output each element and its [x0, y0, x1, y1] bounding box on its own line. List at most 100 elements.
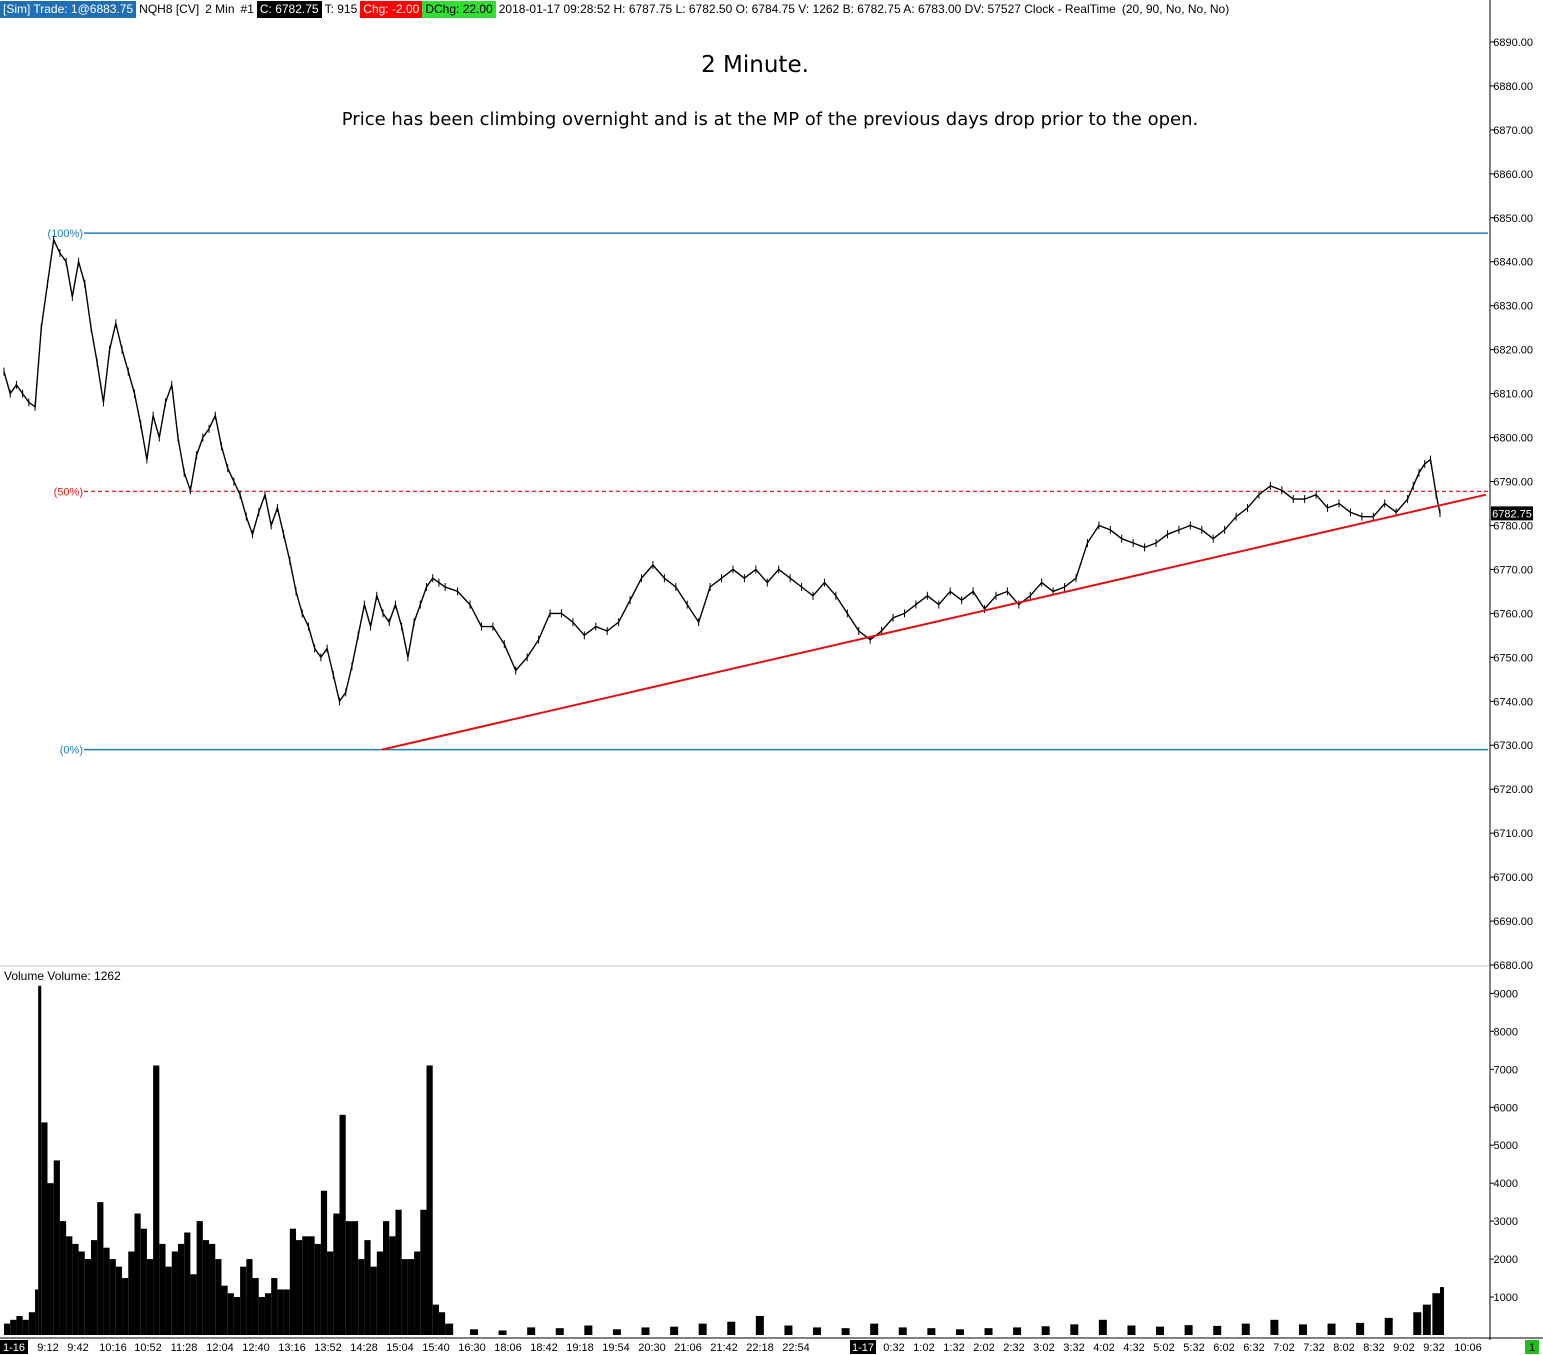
symbol-label[interactable]: NQH8 [CV] — [139, 1, 200, 16]
volume-bar — [190, 1274, 197, 1335]
volume-panel-title: Volume Volume: 1262 — [4, 969, 121, 983]
status-indicator-label: 1 — [1529, 1342, 1535, 1354]
tick-count: T: 915 — [324, 1, 358, 16]
volume-bar — [283, 1289, 290, 1335]
time-tick-label: 14:28 — [350, 1342, 378, 1354]
time-tick-label: 9:42 — [67, 1342, 88, 1354]
volume-bar — [227, 1293, 234, 1335]
volume-bar — [1422, 1304, 1431, 1335]
volume-bar — [103, 1247, 110, 1335]
volume-bar — [171, 1251, 178, 1335]
fib-label: (0%) — [60, 745, 83, 757]
interval-label[interactable]: 2 Min — [205, 1, 235, 16]
time-tick-label: 22:54 — [782, 1342, 810, 1354]
price-tick-label: 6830.00 — [1493, 301, 1533, 313]
time-tick-label: 6:32 — [1243, 1342, 1264, 1354]
volume-tick-label: 1000 — [1494, 1292, 1518, 1304]
price-tick-label: 6770.00 — [1493, 564, 1533, 576]
time-axis: 1-16 1-17 9:12 9:42 10:16 10:52 11:28 12:04 12:4… — [0, 1340, 1539, 1354]
price-tick-label: 6700.00 — [1493, 872, 1533, 884]
volume-bar — [527, 1327, 536, 1335]
volume-bar — [66, 1236, 73, 1335]
volume-bar — [898, 1327, 907, 1335]
volume-bar — [264, 1293, 272, 1335]
time-tick-label: 18:42 — [530, 1342, 558, 1354]
chart-header: [Sim] Trade: 1@6883.75 NQH8 [CV] 2 Min #… — [0, 0, 1490, 18]
price-tick-label: 6710.00 — [1493, 828, 1533, 840]
volume-bar — [1384, 1317, 1393, 1335]
volume-bar — [395, 1209, 402, 1335]
time-tick-label: 3:32 — [1063, 1342, 1084, 1354]
time-tick-label: 7:32 — [1303, 1342, 1324, 1354]
volume-bar — [841, 1328, 850, 1335]
volume-bar — [4, 1323, 11, 1335]
time-tick-label: 21:06 — [674, 1342, 702, 1354]
volume-tick-label: 3000 — [1494, 1216, 1518, 1228]
trendline[interactable] — [381, 493, 1487, 751]
volume-bar — [1213, 1325, 1222, 1335]
day1-box — [0, 1340, 28, 1354]
price-tick-label: 6880.00 — [1493, 81, 1533, 93]
time-tick-label: 22:18 — [746, 1342, 774, 1354]
price-tick-label: 6780.00 — [1493, 520, 1533, 532]
volume-bar — [1013, 1327, 1022, 1335]
volume-bar — [22, 1319, 29, 1335]
volume-bar — [10, 1319, 17, 1335]
volume-bar — [1432, 1293, 1440, 1335]
volume-bar — [1270, 1319, 1279, 1335]
trade-label[interactable]: Trade: 1@6883.75 — [30, 0, 137, 18]
volume-bar — [641, 1327, 650, 1335]
volume-bar — [389, 1236, 396, 1335]
volume-bar — [1127, 1325, 1136, 1335]
volume-bar — [1098, 1319, 1107, 1335]
time-tick-label: 15:04 — [386, 1342, 414, 1354]
volume-bar — [84, 1259, 91, 1335]
time-tick-label: 8:32 — [1363, 1342, 1384, 1354]
volume-bar — [927, 1328, 936, 1335]
time-tick-label: 16:30 — [458, 1342, 486, 1354]
volume-bar — [320, 1190, 328, 1335]
volume-bar — [1070, 1324, 1079, 1335]
volume-bar — [308, 1236, 315, 1335]
time-tick-label: 18:06 — [494, 1342, 522, 1354]
volume-bar — [784, 1325, 793, 1335]
sim-account-label[interactable]: [Sim] — [0, 0, 34, 18]
price-tick-label: 6680.00 — [1493, 960, 1533, 972]
volume-bar — [35, 1289, 39, 1335]
volume-bar — [727, 1321, 736, 1335]
volume-bar — [115, 1266, 123, 1335]
time-tick-label: 1:02 — [913, 1342, 934, 1354]
close-price: C: 6782.75 — [256, 0, 322, 18]
time-tick-label: 3:02 — [1033, 1342, 1054, 1354]
volume-bar — [498, 1330, 507, 1335]
volume-bar — [339, 1114, 346, 1335]
volume-bar — [277, 1289, 284, 1335]
time-tick-label: 2:32 — [1003, 1342, 1024, 1354]
volume-bar — [78, 1251, 85, 1335]
volume-tick-label: 9000 — [1494, 988, 1518, 1000]
time-tick-label: 12:40 — [242, 1342, 270, 1354]
time-tick-label: 10:16 — [99, 1342, 127, 1354]
volume-bar — [1327, 1323, 1336, 1335]
time-tick-label: 4:32 — [1123, 1342, 1144, 1354]
price-axis: 6890.00 6880.00 6870.00 6860.00 6850.00 6840.… — [1490, 37, 1533, 972]
price-tick-label: 6690.00 — [1493, 916, 1533, 928]
annotation-note: Price has been climbing overnight and is… — [342, 109, 1198, 130]
volume-bar — [109, 1259, 116, 1335]
time-tick-label: 6:02 — [1213, 1342, 1234, 1354]
volume-tick-label: 5000 — [1494, 1140, 1518, 1152]
time-tick-label: 9:02 — [1393, 1342, 1414, 1354]
volume-bar — [97, 1202, 104, 1335]
price-series — [3, 235, 1441, 706]
time-tick-label: 13:16 — [278, 1342, 306, 1354]
time-tick-label: 8:02 — [1333, 1342, 1354, 1354]
volume-bar — [240, 1266, 247, 1335]
price-tick-label: 6750.00 — [1493, 652, 1533, 664]
volume-axis: 9000 8000 7000 6000 5000 4000 3000 2000 1000 — [1490, 988, 1518, 1304]
volume-bar — [128, 1251, 135, 1335]
fib-levels[interactable]: (100%) (50%) (0%) — [48, 228, 1488, 757]
volume-bar — [59, 1221, 67, 1335]
volume-bar — [327, 1251, 334, 1335]
